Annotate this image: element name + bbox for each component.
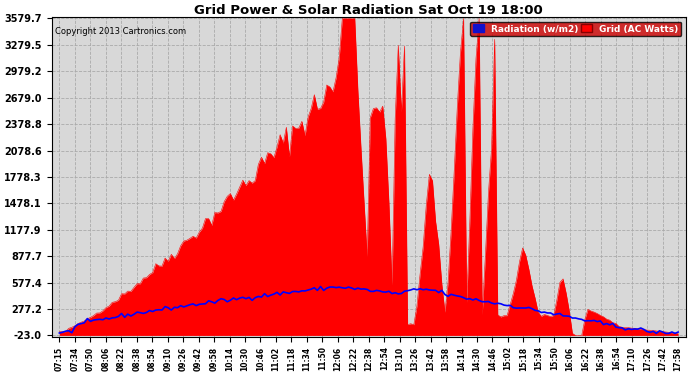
Text: Copyright 2013 Cartronics.com: Copyright 2013 Cartronics.com	[55, 27, 186, 36]
Legend: Radiation (w/m2), Grid (AC Watts): Radiation (w/m2), Grid (AC Watts)	[471, 22, 681, 36]
Title: Grid Power & Solar Radiation Sat Oct 19 18:00: Grid Power & Solar Radiation Sat Oct 19 …	[195, 4, 543, 17]
